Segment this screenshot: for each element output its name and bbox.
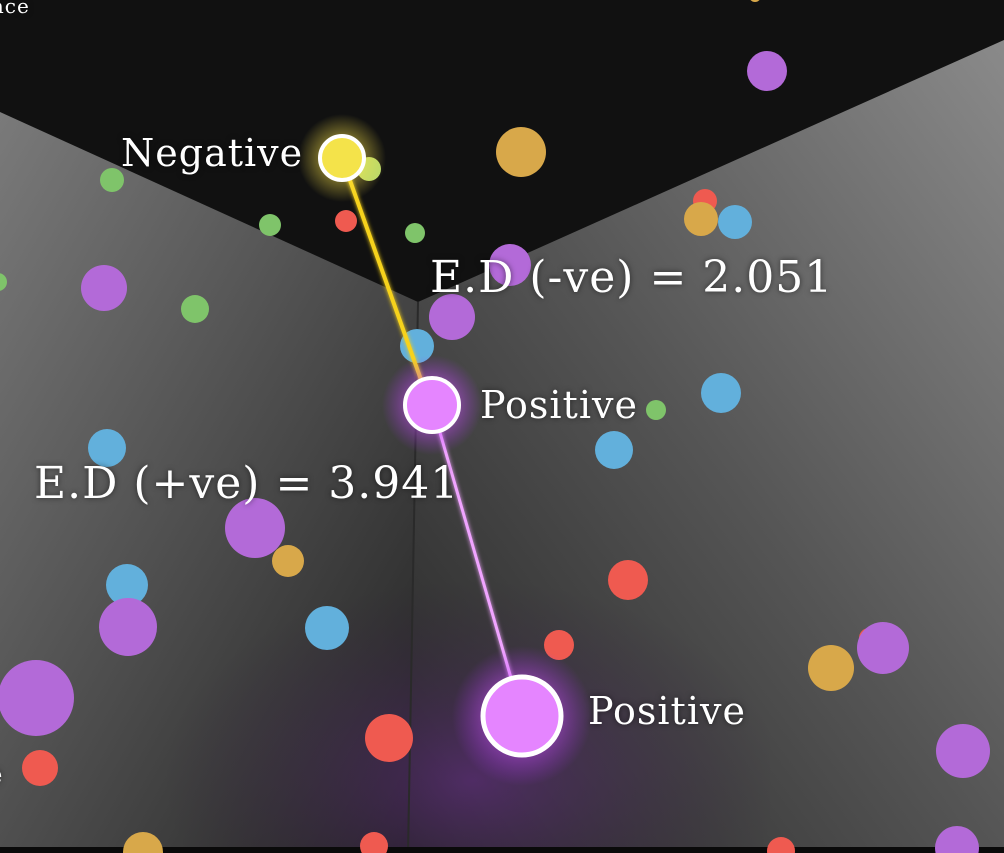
particle [767, 837, 795, 853]
particle [225, 498, 285, 558]
particle [808, 645, 854, 691]
particle [181, 295, 209, 323]
particle [595, 431, 633, 469]
left-partial-label: e [0, 758, 4, 791]
particle [544, 630, 574, 660]
particle [608, 560, 648, 600]
particle [701, 373, 741, 413]
particle [106, 564, 148, 606]
particle [936, 724, 990, 778]
positive-distance-label: E.D (+ve) = 3.941 [34, 458, 460, 509]
top-partial-label: ance [0, 0, 30, 18]
particle [365, 714, 413, 762]
positive-node-2-label: Positive [588, 689, 746, 733]
particle [429, 294, 475, 340]
particle [88, 429, 126, 467]
particle [489, 244, 531, 286]
particle [684, 202, 718, 236]
particle [0, 273, 7, 291]
particle [750, 0, 760, 2]
particle [747, 51, 787, 91]
particle [305, 606, 349, 650]
particle [496, 127, 546, 177]
particle [100, 168, 124, 192]
particle [272, 545, 304, 577]
negative-node [298, 114, 386, 202]
particle [22, 750, 58, 786]
particle [718, 205, 752, 239]
positive-node-1 [382, 355, 482, 455]
positive-node-1-label: Positive [480, 383, 638, 427]
particle [335, 210, 357, 232]
negative-node-label: Negative [121, 131, 304, 175]
particle [259, 214, 281, 236]
positive-node-2 [452, 646, 592, 786]
bottom-edge [0, 847, 1004, 853]
particle [405, 223, 425, 243]
particle [857, 622, 909, 674]
particle [935, 826, 979, 853]
particle [123, 832, 163, 853]
particle [400, 329, 434, 363]
particle [646, 400, 666, 420]
particle [99, 598, 157, 656]
particle [360, 832, 388, 853]
particle [0, 660, 74, 736]
negative-distance-label: E.D (-ve) = 2.051 [430, 252, 834, 303]
particle [81, 265, 127, 311]
